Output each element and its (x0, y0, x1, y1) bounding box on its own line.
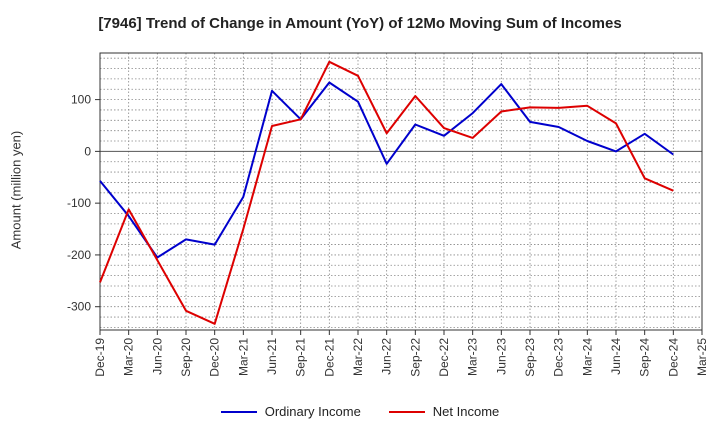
y-tick-label: -200 (67, 248, 91, 262)
x-tick-label: Dec-19 (93, 338, 107, 377)
legend-swatch-ordinary-income (220, 410, 257, 413)
legend-label-net-income: Net Income (432, 404, 500, 419)
x-tick-label: Mar-23 (466, 338, 480, 376)
x-tick-label: Mar-25 (695, 338, 709, 376)
plot-frame (99, 52, 703, 331)
x-tick-label: Jun-22 (380, 338, 394, 375)
series-line-net-income (99, 60, 674, 325)
x-tick-label: Sep-24 (638, 338, 652, 377)
legend-label-ordinary-income: Ordinary Income (264, 404, 361, 419)
series-line-ordinary-income (99, 81, 674, 259)
x-tick-label: Mar-20 (122, 338, 136, 376)
x-tick-label: Sep-23 (523, 338, 537, 377)
y-tick-label: -300 (67, 300, 91, 314)
legend-item-net-income: Net Income (388, 404, 500, 419)
x-tick-label: Jun-20 (150, 338, 164, 375)
x-tick-label: Mar-21 (236, 338, 250, 376)
x-tick-label: Mar-22 (351, 338, 365, 376)
legend-swatch-net-income (388, 410, 425, 413)
x-tick-label: Dec-24 (666, 338, 680, 377)
y-tick-label: 100 (71, 93, 91, 107)
x-tick-label: Dec-20 (208, 338, 222, 377)
chart-title: [7946] Trend of Change in Amount (YoY) o… (98, 15, 622, 32)
x-tick-label: Dec-22 (437, 338, 451, 377)
y-tick-label: 0 (84, 144, 91, 158)
legend: Ordinary Income Net Income (0, 404, 720, 419)
y-tick-label: -100 (67, 196, 91, 210)
x-tick-label: Jun-24 (609, 338, 623, 375)
legend-item-ordinary-income: Ordinary Income (220, 404, 361, 419)
x-tick-label: Sep-22 (408, 338, 422, 377)
x-tick-label: Mar-24 (580, 338, 594, 376)
x-tick-label: Dec-21 (322, 338, 336, 377)
x-tick-label: Jun-23 (494, 338, 508, 375)
x-tick-label: Jun-21 (265, 338, 279, 375)
x-tick-label: Sep-20 (179, 338, 193, 377)
x-tick-label: Sep-21 (294, 338, 308, 377)
x-tick-label: Dec-23 (552, 338, 566, 377)
